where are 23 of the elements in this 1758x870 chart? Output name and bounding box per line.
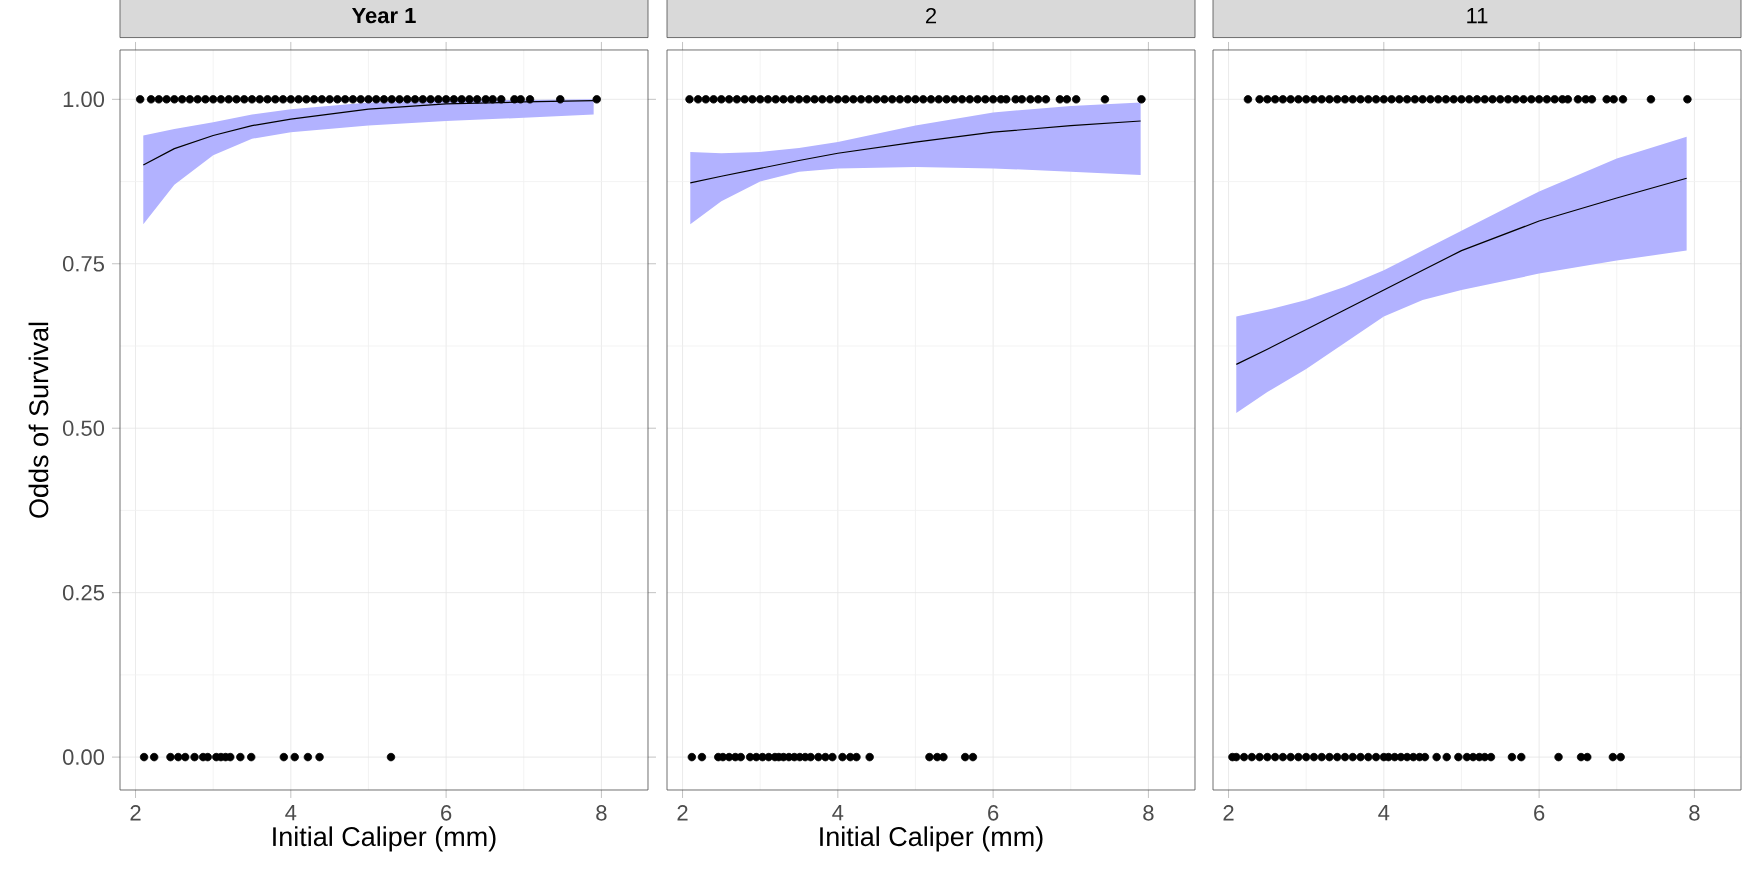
y-tick-label: 0.25	[62, 584, 104, 601]
x-axis-title: Initial Caliper (mm)	[273, 826, 496, 852]
chart-title: 2	[925, 7, 937, 24]
y-tick-label: 0.50	[62, 420, 105, 436]
x-tick-label: 6	[1534, 805, 1545, 821]
x-tick-label: 4	[285, 805, 297, 821]
x-tick-label: 4	[1378, 805, 1390, 821]
y-tick-label: 0.00	[62, 749, 105, 765]
x-tick-label: 6	[988, 805, 999, 821]
x-tick-label: 8	[1689, 805, 1700, 821]
x-tick-label: 4	[832, 805, 844, 821]
x-tick-label: 8	[1143, 805, 1154, 821]
y-axis-title: Odds of Survival	[28, 322, 49, 518]
x-tick-label: 2	[130, 805, 141, 821]
y-tick-label: 0.75	[62, 256, 104, 272]
y-tick-label: 1.00	[63, 91, 105, 108]
x-tick-label: 6	[441, 805, 452, 821]
x-tick-label: 2	[677, 805, 688, 821]
x-axis-title: Initial Caliper (mm)	[820, 826, 1043, 852]
chart-title: 11	[1467, 8, 1488, 24]
x-tick-label: 8	[596, 805, 607, 821]
chart-title: Year 1	[351, 7, 416, 24]
x-tick-label: 2	[1223, 805, 1234, 821]
